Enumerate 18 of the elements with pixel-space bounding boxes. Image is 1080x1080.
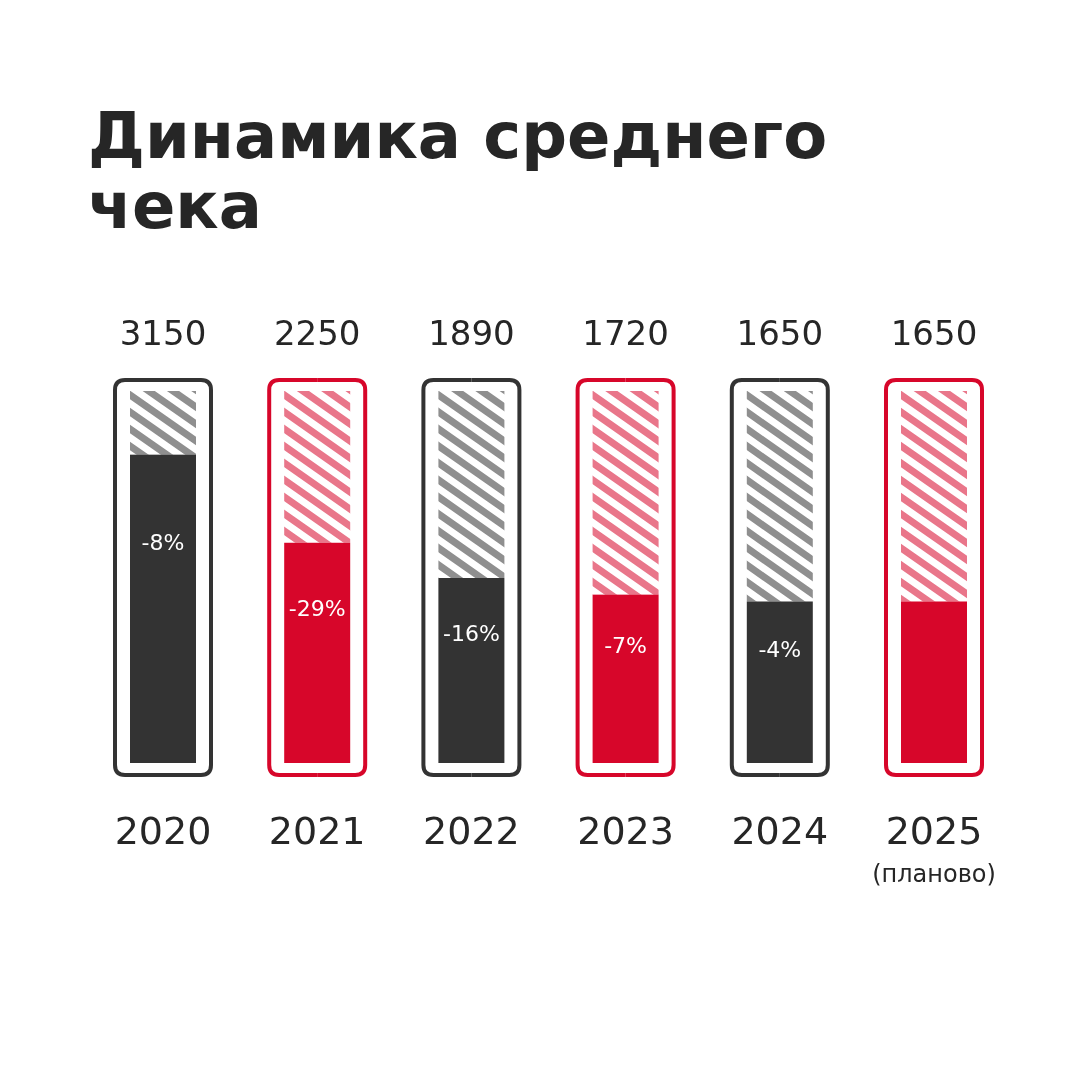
data-label: 1720: [582, 313, 669, 353]
x-tick-label: 2020: [114, 809, 212, 853]
annotation: -4%: [758, 637, 802, 663]
x-tick-label: 2021: [268, 809, 366, 853]
data-label: 1650: [736, 313, 824, 353]
data-label: 2250: [273, 313, 361, 353]
x-tick-label: 2022: [423, 809, 520, 853]
x-tick-label: 2025 (планово): [872, 809, 996, 888]
data-label: 1890: [428, 313, 515, 353]
data-label: 3150: [119, 313, 207, 353]
annotation: -16%: [442, 621, 500, 646]
annotation: -7%: [604, 632, 648, 658]
data-label: 1650: [890, 313, 978, 353]
x-tick-label: 2023: [577, 809, 674, 853]
x-tick-label: 2024: [731, 809, 829, 853]
chart-title: Динамика среднего чека: [88, 99, 828, 243]
annotation: -29%: [288, 596, 346, 622]
annotation: -8%: [141, 530, 185, 556]
